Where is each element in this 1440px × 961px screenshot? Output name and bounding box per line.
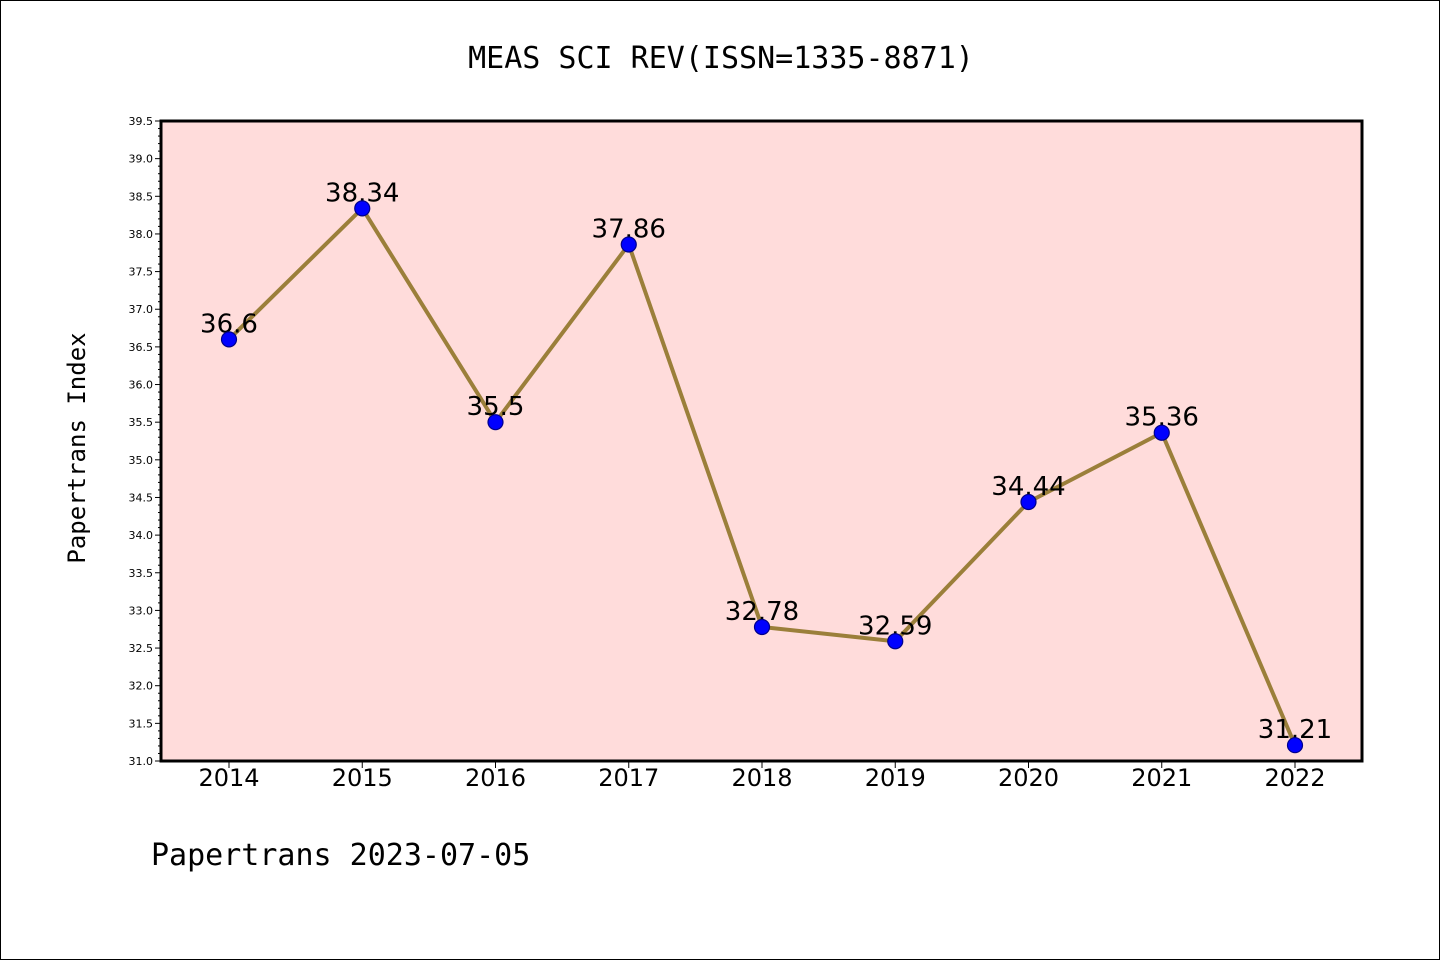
data-point bbox=[753, 618, 771, 636]
x-tick-label: 2016 bbox=[465, 764, 526, 792]
data-point bbox=[620, 236, 637, 253]
plot-area bbox=[161, 121, 1362, 761]
y-tick-label: 36.5 bbox=[129, 341, 154, 354]
y-axis-label: Papertrans Index bbox=[63, 332, 91, 563]
y-tick-label: 32.5 bbox=[129, 642, 154, 655]
y-tick-label: 34.5 bbox=[129, 491, 154, 504]
data-point bbox=[887, 633, 904, 650]
y-tick-label: 32.0 bbox=[129, 680, 154, 693]
y-tick-label: 31.0 bbox=[129, 755, 154, 768]
x-tick-label: 2021 bbox=[1131, 764, 1192, 792]
y-tick-label: 37.0 bbox=[129, 303, 154, 316]
data-point bbox=[220, 331, 238, 348]
y-tick-label: 36.0 bbox=[129, 379, 154, 392]
y-tick-label: 35.5 bbox=[129, 416, 154, 429]
plot-border bbox=[159, 119, 1364, 763]
data-point bbox=[1153, 424, 1170, 441]
y-tick-label: 37.5 bbox=[129, 266, 154, 279]
y-tick-label: 33.5 bbox=[129, 567, 154, 580]
data-point bbox=[354, 200, 371, 217]
x-axis-ticks: 2014 2015 2016 2017 2018 2019 2020 2021 2022 bbox=[198, 761, 1326, 792]
x-tick-label: 2014 bbox=[198, 764, 259, 792]
x-tick-label: 2019 bbox=[865, 764, 926, 792]
x-tick-label: 2017 bbox=[598, 764, 659, 792]
y-tick-label: 34.0 bbox=[129, 529, 154, 542]
data-point bbox=[1020, 493, 1037, 511]
chart-title: MEAS SCI REV(ISSN=1335-8871) bbox=[468, 41, 974, 76]
y-tick-label: 39.0 bbox=[129, 153, 154, 166]
y-tick-label: 39.5 bbox=[129, 115, 154, 128]
y-tick-label: 38.5 bbox=[129, 190, 154, 203]
data-point bbox=[487, 414, 504, 431]
x-tick-label: 2015 bbox=[332, 764, 393, 792]
footer-text: Papertrans 2023-07-05 bbox=[151, 838, 530, 873]
x-tick-label: 2022 bbox=[1264, 764, 1325, 792]
y-tick-label: 35.0 bbox=[129, 454, 154, 467]
y-tick-label: 33.0 bbox=[129, 604, 154, 617]
data-point bbox=[1286, 737, 1304, 754]
x-tick-label: 2020 bbox=[998, 764, 1059, 792]
data-markers bbox=[220, 200, 1304, 754]
y-tick-label: 31.5 bbox=[129, 717, 154, 730]
x-tick-label: 2018 bbox=[731, 764, 792, 792]
y-tick-label: 38.0 bbox=[129, 228, 154, 241]
y-axis-ticks: 31.0 31.5 32.0 32.5 33.0 33.5 34.0 34.5 35.0 35.5… bbox=[129, 115, 161, 768]
